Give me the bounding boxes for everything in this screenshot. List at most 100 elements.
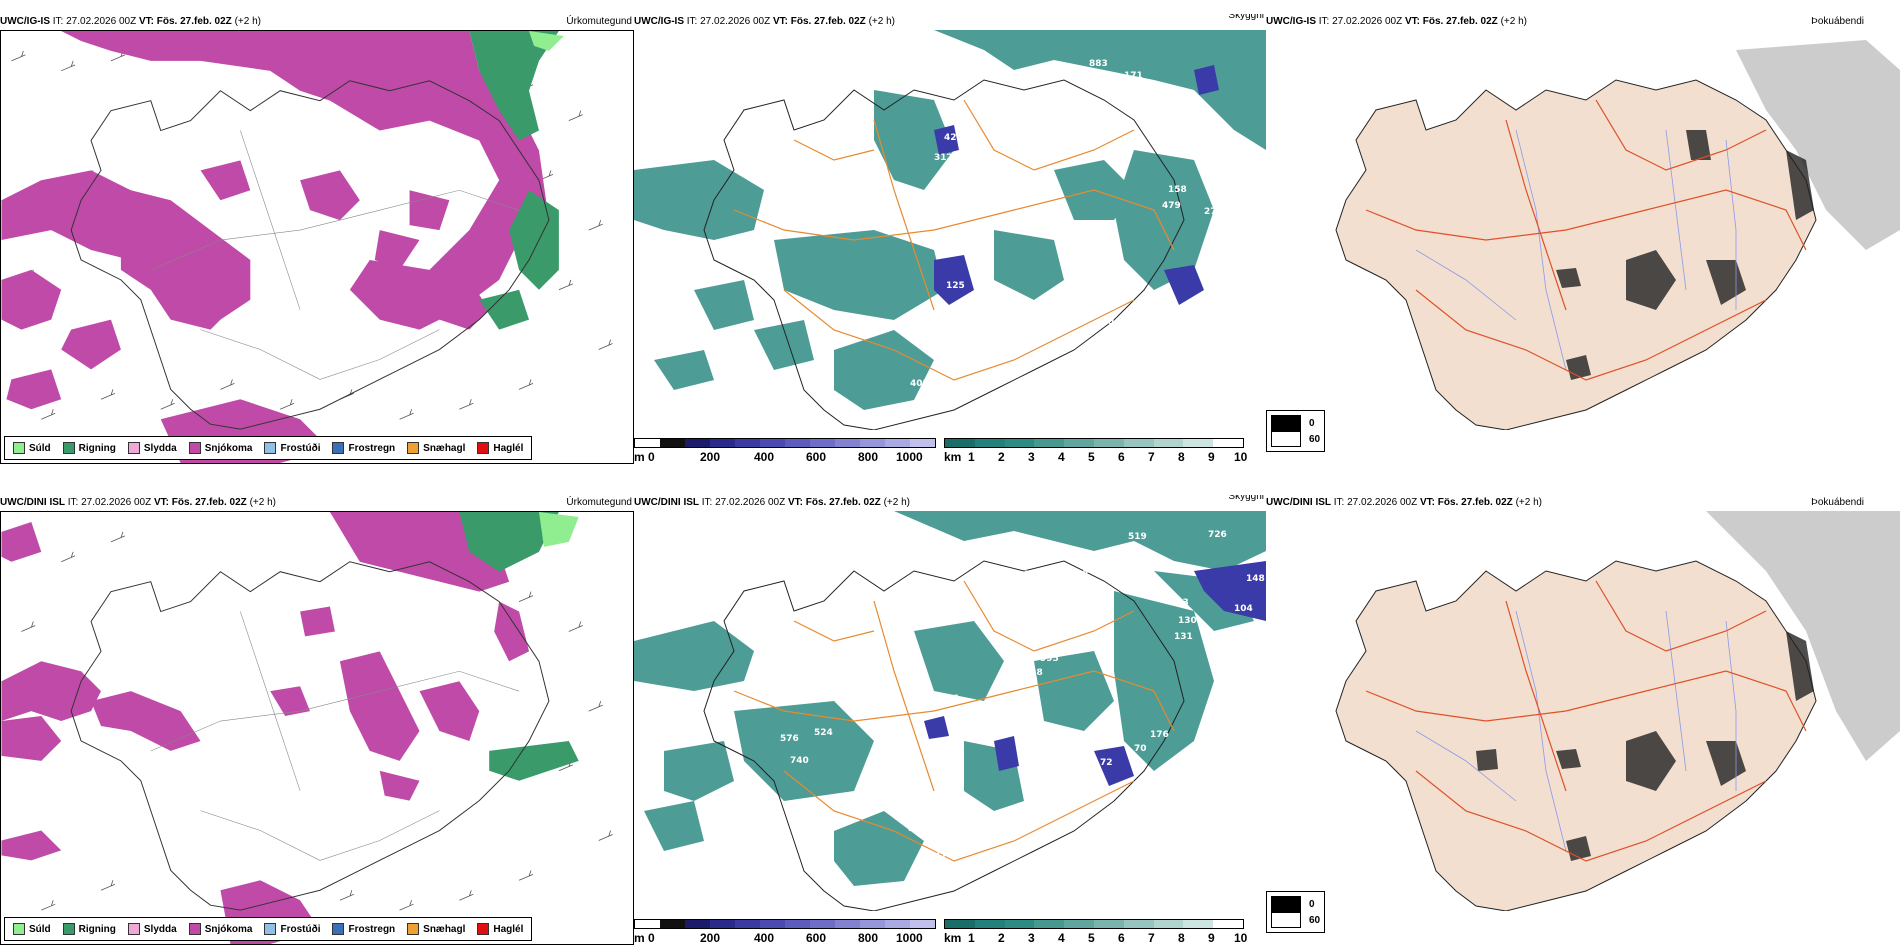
precip-type-map (0, 511, 634, 945)
svg-text:403: 403 (910, 379, 929, 389)
cloud-base-ticks: m 0 200 400 600 800 1000 (634, 931, 923, 945)
valid-time: Fös. 27.feb. 02Z (171, 497, 247, 508)
svg-text:148: 148 (1246, 574, 1265, 584)
svg-text:248: 248 (1180, 123, 1199, 133)
svg-text:442: 442 (906, 401, 925, 411)
svg-text:178: 178 (934, 395, 953, 405)
svg-text:595: 595 (1070, 584, 1089, 594)
fog-panel-row2: UWC/DINI ISL IT: 27.02.2026 00Z VT: Fös.… (1266, 495, 1900, 945)
fog-legend: 0 60 (1266, 410, 1326, 452)
sea-fog-shading (1736, 40, 1900, 250)
panel-title: Skyggni (1228, 14, 1264, 21)
legend-item: Snæhagl (407, 923, 465, 935)
rivers (1415, 129, 1737, 371)
legend-item: Snjókoma (188, 442, 252, 454)
svg-text:528: 528 (1024, 668, 1043, 678)
svg-text:581: 581 (1024, 570, 1043, 580)
valid-time: Fös. 27.feb. 02Z (156, 16, 232, 27)
legend-item: Frostúði (264, 442, 320, 454)
svg-text:87: 87 (1204, 171, 1217, 181)
legend-item: Slydda (127, 442, 177, 454)
legend-item: Slydda (127, 923, 177, 935)
wind-barbs (11, 50, 613, 420)
panel-header: UWC/IG-IS IT: 27.02.2026 00Z VT: Fös. 27… (1266, 16, 1527, 27)
roads (733, 580, 1175, 862)
panel-header: UWC/DINI ISL IT: 27.02.2026 00Z VT: Fös.… (1266, 497, 1542, 508)
cloud-base-labels: 519 726 56 581 677 595 55 148 104 183 13… (780, 530, 1265, 862)
svg-text:242: 242 (1110, 279, 1129, 289)
precip-panel-row2: UWC/DINI ISL IT: 27.02.2026 00Z VT: Fös.… (0, 495, 634, 945)
panel-title: Þokuábendi (1811, 16, 1864, 27)
roads (1365, 580, 1807, 862)
init-time: 27.02.2026 00Z (81, 497, 152, 508)
model-name: UWC/IG-IS (0, 16, 50, 27)
svg-text:56: 56 (1122, 548, 1135, 558)
cloud-panel-row1: UWC/IG-IS IT: 27.02.2026 00Z VT: Fös. 27… (634, 14, 1266, 464)
rain-areas (469, 31, 559, 330)
svg-text:740: 740 (790, 756, 809, 766)
drizzle-areas (529, 31, 564, 51)
iceland-outline (703, 560, 1185, 911)
svg-text:91: 91 (1044, 213, 1057, 223)
svg-text:524: 524 (814, 728, 833, 738)
svg-text:55: 55 (1142, 574, 1155, 584)
legend-item: Súld (13, 923, 51, 935)
svg-text:104: 104 (1234, 604, 1253, 614)
svg-text:534: 534 (996, 119, 1015, 129)
svg-text:131: 131 (1174, 632, 1193, 642)
svg-text:428: 428 (944, 133, 963, 143)
legend-item: Rigning (62, 442, 116, 454)
snow-areas (1, 31, 549, 463)
lead-time: (+2 h) (249, 497, 276, 508)
svg-text:995: 995 (1040, 654, 1059, 664)
legend-item: Súld (13, 442, 51, 454)
fog-index-map (1266, 30, 1900, 430)
fog-legend: 0 60 (1266, 891, 1326, 933)
precip-legend: Súld Rigning Slydda Snjókoma Frostúði Fr… (4, 917, 533, 941)
svg-text:479: 479 (1162, 201, 1181, 211)
legend-item: Snæhagl (407, 442, 465, 454)
legend-item: Frostregn (332, 923, 395, 935)
iceland-land (1335, 79, 1817, 430)
legend-item: Haglél (477, 923, 523, 935)
visibility-map: 883 171 479 679 534 95 248 428 12 87 312… (634, 30, 1266, 430)
cloud-base-colorbar (634, 919, 936, 929)
legend-item: Haglél (477, 442, 523, 454)
lead-time: (+2 h) (234, 16, 261, 27)
svg-text:677: 677 (1070, 570, 1089, 580)
svg-text:141: 141 (928, 852, 947, 862)
legend-item: Snjókoma (188, 923, 252, 935)
svg-text:584: 584 (908, 824, 927, 834)
iceland-outline (70, 80, 550, 430)
fog-index-map (1266, 511, 1900, 911)
cloud-base-areas (924, 561, 1266, 786)
legend-item: Frostúði (264, 923, 320, 935)
sea-fog-shading (1706, 511, 1900, 761)
roads (150, 130, 520, 380)
roads (1365, 99, 1807, 381)
svg-text:27: 27 (1204, 207, 1217, 217)
svg-text:585: 585 (664, 259, 683, 269)
init-time: 27.02.2026 00Z (66, 16, 137, 27)
panel-header: UWC/IG-IS IT: 27.02.2026 00Z VT: Fös. 27… (0, 16, 261, 27)
svg-text:726: 726 (1208, 530, 1227, 540)
iceland-land (1335, 560, 1817, 911)
cloud-panel-row2: UWC/DINI ISL IT: 27.02.2026 00Z VT: Fös.… (634, 495, 1266, 945)
visibility-ticks: km 1 2 3 4 5 6 7 8 9 10 (944, 450, 1248, 464)
fog-panel-row1: UWC/IG-IS IT: 27.02.2026 00Z VT: Fös. 27… (1266, 14, 1900, 464)
rivers (1415, 610, 1737, 852)
visibility-ticks: km 1 2 3 4 5 6 7 8 9 10 (944, 931, 1248, 945)
svg-text:87: 87 (1136, 301, 1149, 311)
panel-title: Úrkomutegund (566, 497, 632, 508)
svg-text:176: 176 (1150, 730, 1169, 740)
svg-text:576: 576 (780, 734, 799, 744)
visibility-colorbar (944, 438, 1244, 448)
svg-text:95: 95 (1144, 103, 1157, 113)
svg-text:776: 776 (940, 694, 959, 704)
svg-text:120: 120 (1006, 708, 1025, 718)
panel-title: Úrkomutegund (566, 16, 632, 27)
svg-text:183: 183 (1170, 598, 1189, 608)
visibility-map: 519 726 56 581 677 595 55 148 104 183 13… (634, 511, 1266, 911)
svg-text:30: 30 (870, 710, 883, 720)
cloud-base-areas (934, 65, 1219, 305)
